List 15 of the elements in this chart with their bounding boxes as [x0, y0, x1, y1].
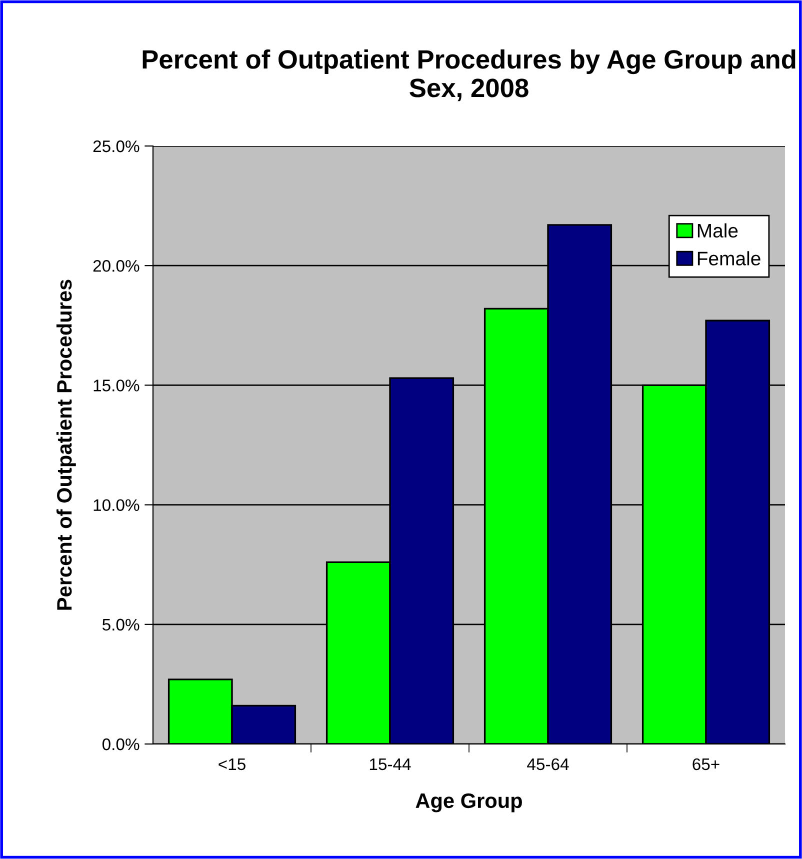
y-tick-label: 0.0% — [102, 738, 140, 750]
x-tick-label: <15 — [218, 758, 246, 770]
chart-title: Percent of Outpatient Procedures by Age Group and Sex, 2008 — [142, 49, 796, 102]
x-tick-label: 15-44 — [370, 758, 411, 770]
y-tick-label: 10.0% — [94, 499, 140, 512]
legend-label: Female — [698, 251, 760, 266]
x-tick-label: 45-64 — [527, 758, 569, 770]
y-tick-label: 25.0% — [93, 140, 140, 152]
y-tick-label: 5.0% — [102, 618, 140, 631]
x-tick-label: 65+ — [692, 758, 720, 770]
legend-label: Male — [698, 223, 738, 238]
x-axis-title: Age Group — [416, 793, 522, 812]
y-tick-label: 15.0% — [94, 380, 140, 392]
y-axis-title: Percent of Outpatient Procedures — [56, 280, 76, 610]
y-tick-label: 20.0% — [93, 260, 140, 272]
